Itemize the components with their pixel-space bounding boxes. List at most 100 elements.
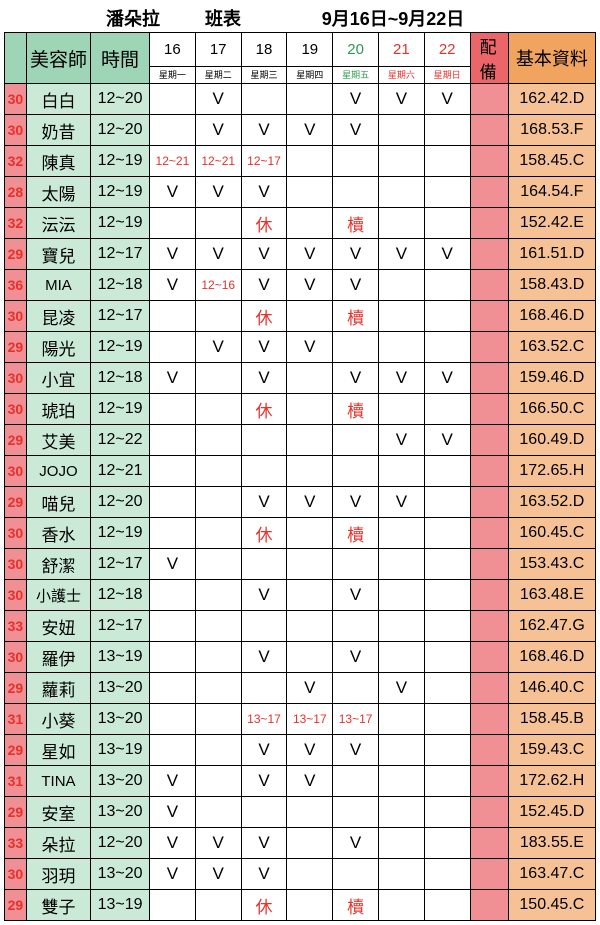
- day-cell: [424, 890, 470, 921]
- day-cell: V: [241, 332, 287, 363]
- day-cell: V: [150, 797, 196, 828]
- header-date: 19: [287, 33, 333, 67]
- day-cell: [195, 456, 241, 487]
- row-time: 12~22: [91, 425, 150, 456]
- row-equip: [470, 239, 508, 270]
- row-name: 小護士: [26, 580, 90, 611]
- row-name: 小葵: [26, 704, 90, 735]
- day-cell: V: [241, 642, 287, 673]
- day-cell: [287, 518, 333, 549]
- day-cell: [241, 425, 287, 456]
- day-cell: [287, 208, 333, 239]
- day-cell: V: [333, 270, 379, 301]
- table-row: 30琥珀12~19休櫝166.50.C: [5, 394, 596, 425]
- day-cell: [287, 580, 333, 611]
- header-date: 16: [150, 33, 196, 67]
- row-equip: [470, 487, 508, 518]
- row-time: 12~17: [91, 549, 150, 580]
- row-id: 28: [5, 177, 27, 208]
- day-cell: V: [195, 859, 241, 890]
- row-time: 13~20: [91, 859, 150, 890]
- day-cell: [287, 642, 333, 673]
- day-cell: [150, 456, 196, 487]
- day-cell: V: [195, 115, 241, 146]
- day-cell: V: [287, 239, 333, 270]
- row-name: 安室: [26, 797, 90, 828]
- day-cell: V: [241, 735, 287, 766]
- day-cell: V: [241, 828, 287, 859]
- row-info: 160.49.D: [508, 425, 595, 456]
- day-cell: V: [241, 177, 287, 208]
- day-cell: V: [333, 239, 379, 270]
- row-equip: [470, 673, 508, 704]
- day-cell: V: [287, 487, 333, 518]
- row-info: 172.65.H: [508, 456, 595, 487]
- row-time: 12~17: [91, 239, 150, 270]
- day-cell: 休: [241, 394, 287, 425]
- day-cell: V: [333, 828, 379, 859]
- corner-cell: [5, 33, 27, 84]
- day-cell: V: [241, 580, 287, 611]
- row-time: 12~19: [91, 177, 150, 208]
- day-cell: [241, 549, 287, 580]
- day-cell: [241, 611, 287, 642]
- day-cell: V: [287, 673, 333, 704]
- day-cell: V: [333, 115, 379, 146]
- day-cell: [195, 735, 241, 766]
- day-cell: [378, 642, 424, 673]
- day-cell: 櫝: [333, 208, 379, 239]
- header-date: 20: [333, 33, 379, 67]
- table-row: 29蘿莉13~20VV146.40.C: [5, 673, 596, 704]
- day-cell: [378, 394, 424, 425]
- row-equip: [470, 580, 508, 611]
- row-time: 12~18: [91, 270, 150, 301]
- row-id: 29: [5, 425, 27, 456]
- row-info: 159.46.D: [508, 363, 595, 394]
- row-id: 30: [5, 115, 27, 146]
- day-cell: [378, 518, 424, 549]
- day-cell: [333, 146, 379, 177]
- day-cell: [378, 115, 424, 146]
- table-row: 30小宜12~18VVVVV159.46.D: [5, 363, 596, 394]
- row-equip: [470, 363, 508, 394]
- header-dow: 星期二: [195, 67, 241, 84]
- day-cell: [333, 456, 379, 487]
- day-cell: [150, 301, 196, 332]
- table-row: 30小護士12~18VV163.48.E: [5, 580, 596, 611]
- day-cell: 12~16: [195, 270, 241, 301]
- row-time: 12~19: [91, 332, 150, 363]
- row-equip: [470, 425, 508, 456]
- row-name: JOJO: [26, 456, 90, 487]
- row-time: 12~19: [91, 208, 150, 239]
- day-cell: [378, 611, 424, 642]
- row-equip: [470, 890, 508, 921]
- row-time: 12~19: [91, 518, 150, 549]
- day-cell: V: [195, 84, 241, 115]
- day-cell: [150, 642, 196, 673]
- table-row: 29安室13~20V152.45.D: [5, 797, 596, 828]
- row-equip: [470, 549, 508, 580]
- table-row: 30羽玥13~20VVV163.47.C: [5, 859, 596, 890]
- row-id: 32: [5, 208, 27, 239]
- row-name: 羅伊: [26, 642, 90, 673]
- table-row: 32陳真12~1912~2112~2112~17158.45.C: [5, 146, 596, 177]
- day-cell: [287, 146, 333, 177]
- day-cell: V: [241, 363, 287, 394]
- day-cell: V: [150, 239, 196, 270]
- day-cell: [333, 332, 379, 363]
- row-info: 168.46.D: [508, 301, 595, 332]
- day-cell: V: [195, 332, 241, 363]
- day-cell: [287, 301, 333, 332]
- day-cell: 12~17: [241, 146, 287, 177]
- row-equip: [470, 611, 508, 642]
- row-time: 12~20: [91, 828, 150, 859]
- row-info: 172.62.H: [508, 766, 595, 797]
- day-cell: [424, 828, 470, 859]
- row-id: 29: [5, 890, 27, 921]
- day-cell: 櫝: [333, 890, 379, 921]
- day-cell: 12~21: [195, 146, 241, 177]
- day-cell: [195, 797, 241, 828]
- row-info: 168.46.D: [508, 642, 595, 673]
- row-info: 163.52.C: [508, 332, 595, 363]
- day-cell: [195, 487, 241, 518]
